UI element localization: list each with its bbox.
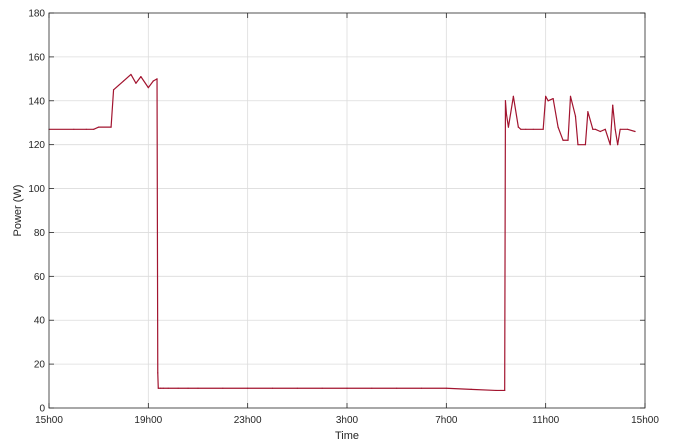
data-point [112, 89, 115, 91]
data-point [167, 387, 169, 389]
data-point [296, 387, 298, 389]
data-point [470, 388, 472, 390]
data-point [517, 126, 519, 128]
data-point [117, 84, 120, 87]
data-point [617, 144, 619, 146]
data-point [187, 387, 189, 389]
data-point [507, 126, 510, 128]
data-point [371, 387, 373, 389]
data-point [500, 389, 502, 392]
data-point [599, 130, 601, 133]
data-point [545, 95, 547, 97]
data-point [569, 95, 572, 97]
data-point [346, 387, 348, 389]
data-point [532, 128, 534, 130]
data-point [495, 389, 497, 392]
y-tick-label: 140 [28, 96, 45, 107]
data-point [584, 144, 587, 146]
x-tick-label: 3h00 [336, 415, 359, 426]
data-point [547, 100, 549, 102]
data-point [552, 97, 554, 100]
data-point [420, 387, 423, 389]
data-point [110, 126, 112, 128]
y-tick-label: 180 [28, 9, 45, 20]
x-tick-label: 15h00 [35, 415, 63, 426]
data-point [604, 128, 606, 130]
data-point [222, 387, 224, 389]
data-point [162, 387, 164, 389]
data-point [567, 139, 569, 141]
y-axis-label: Power (W) [12, 185, 24, 237]
data-point [93, 128, 95, 130]
power-series-line [49, 73, 636, 392]
data-point [135, 82, 137, 84]
x-tick-label: 15h00 [631, 415, 659, 426]
data-point [157, 372, 159, 374]
y-tick-label: 0 [39, 404, 45, 415]
y-tick-label: 40 [34, 316, 46, 327]
data-point [130, 73, 132, 76]
data-point [574, 115, 577, 117]
x-tick-label: 19h00 [134, 415, 162, 426]
data-point [627, 128, 629, 130]
data-point [505, 113, 508, 115]
data-point [512, 95, 514, 97]
x-tick-label: 11h00 [532, 415, 560, 426]
data-point [177, 387, 179, 389]
data-point [612, 104, 614, 106]
y-tick-label: 100 [28, 184, 45, 195]
data-point [587, 111, 589, 113]
x-axis-label: Time [335, 430, 359, 442]
data-point [577, 144, 579, 146]
data-point [525, 128, 527, 130]
data-point [504, 389, 506, 392]
data-point [73, 128, 75, 130]
y-tick-label: 120 [28, 140, 45, 151]
y-tick-label: 80 [34, 228, 46, 239]
y-tick-label: 20 [34, 360, 46, 371]
data-point [152, 80, 154, 82]
data-point [557, 126, 559, 128]
data-point [271, 387, 274, 389]
data-point [445, 387, 447, 389]
data-point [140, 76, 142, 78]
data-point [122, 80, 125, 82]
data-point [98, 126, 100, 128]
data-point [542, 128, 544, 130]
data-series [48, 73, 636, 392]
data-point [520, 128, 522, 130]
y-tick-label: 160 [28, 52, 45, 63]
data-point [147, 87, 149, 89]
data-point [619, 128, 621, 130]
axis-ticks [48, 12, 646, 409]
data-point [562, 139, 564, 141]
x-tick-label: 23h00 [234, 415, 262, 426]
data-point [156, 78, 158, 80]
tick-labels: 15h00 19h00 23h00 3h00 7h00 11h00 15h000204060… [28, 9, 659, 427]
data-point [594, 128, 596, 130]
data-point [160, 387, 162, 389]
data-point [247, 387, 249, 389]
data-point [396, 387, 398, 389]
data-point [634, 130, 636, 133]
data-point [592, 128, 594, 130]
y-tick-label: 60 [34, 272, 46, 283]
x-tick-label: 7h00 [435, 415, 458, 426]
data-point [504, 100, 507, 102]
data-point [614, 128, 616, 130]
data-point [197, 387, 199, 389]
data-point [321, 387, 323, 389]
data-point [157, 387, 159, 389]
data-point [609, 144, 611, 146]
grid-lines [49, 13, 645, 408]
data-point [85, 128, 87, 130]
